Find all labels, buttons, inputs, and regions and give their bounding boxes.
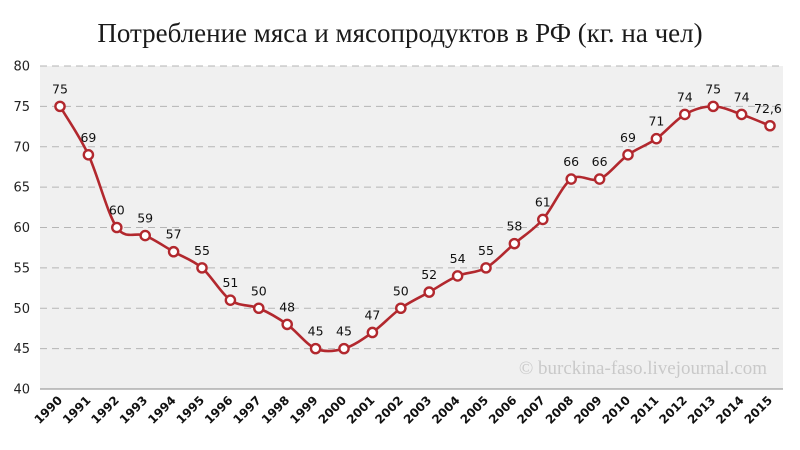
- data-point: [196, 262, 208, 274]
- data-label: 57: [166, 227, 182, 242]
- x-tick-label: 1997: [230, 393, 264, 427]
- x-tick-label: 2015: [742, 393, 776, 427]
- x-tick-label: 2000: [316, 393, 350, 427]
- y-tick-label: 60: [13, 221, 30, 236]
- x-tick-label: 2001: [344, 393, 378, 427]
- x-tick-label: 2005: [458, 393, 492, 427]
- x-tick-label: 1998: [259, 393, 293, 427]
- x-tick-label: 2009: [571, 393, 605, 427]
- watermark: © burckina-faso.livejournal.com: [519, 358, 767, 379]
- series: [54, 100, 776, 355]
- data-label: 47: [364, 307, 380, 322]
- x-tick-label: 1994: [145, 393, 179, 427]
- x-tick-label: 2004: [429, 393, 463, 427]
- data-point: [423, 286, 436, 298]
- x-tick-label: 2007: [514, 393, 548, 427]
- data-label: 71: [648, 114, 664, 129]
- data-point: [338, 342, 350, 355]
- data-point: [480, 262, 492, 274]
- data-label: 74: [677, 89, 693, 104]
- x-tick-label: 1992: [88, 393, 122, 427]
- y-tick-label: 75: [13, 100, 30, 115]
- data-label: 59: [137, 211, 153, 226]
- data-label: 52: [421, 267, 437, 282]
- data-label: 50: [393, 283, 409, 298]
- data-point: [281, 318, 294, 331]
- data-label: 61: [535, 194, 551, 209]
- data-point: [366, 326, 379, 339]
- y-tick-label: 45: [13, 342, 30, 357]
- x-tick-label: 2006: [486, 393, 520, 427]
- data-point: [593, 173, 606, 185]
- y-tick-label: 80: [13, 60, 30, 75]
- chart-title: Потребление мяса и мясопродуктов в РФ (к…: [97, 18, 703, 48]
- x-tick-label: 1996: [202, 393, 236, 427]
- data-point: [622, 149, 634, 161]
- data-point: [111, 221, 123, 234]
- gridlines: [40, 65, 783, 350]
- y-tick-label: 70: [13, 140, 30, 155]
- data-point: [82, 149, 95, 161]
- x-tick-label: 2014: [713, 393, 747, 427]
- data-label: 75: [52, 81, 68, 96]
- x-tick-label: 2013: [685, 393, 719, 427]
- data-point: [679, 108, 691, 121]
- x-tick-label: 2011: [628, 393, 662, 427]
- data-point: [252, 302, 265, 315]
- x-tick-label: 1993: [117, 393, 151, 427]
- data-point: [508, 237, 521, 250]
- data-label: 74: [734, 89, 750, 104]
- y-tick-label: 40: [13, 383, 30, 398]
- data-label: 45: [336, 324, 352, 339]
- data-label: 60: [109, 203, 125, 218]
- data-label: 50: [251, 283, 267, 298]
- data-labels: 75 69 60 59 57 55 51 50 48 45 45 47 50 52 54 55 58 61 66 66…: [52, 81, 782, 338]
- data-label: 51: [222, 275, 238, 290]
- x-tick-label: 2002: [372, 393, 406, 427]
- data-point: [224, 294, 237, 306]
- data-label: 48: [279, 299, 295, 314]
- data-label: 72,6: [754, 101, 782, 116]
- data-point: [451, 270, 464, 282]
- data-label: 55: [194, 243, 210, 258]
- data-point: [565, 173, 578, 185]
- data-label: 45: [308, 324, 324, 339]
- x-tick-label: 2010: [600, 393, 634, 427]
- x-tick-label: 1999: [287, 393, 321, 427]
- x-tick-label: 2012: [656, 393, 690, 427]
- data-label: 58: [506, 219, 522, 234]
- data-label: 55: [478, 243, 494, 258]
- data-label: 66: [592, 154, 608, 169]
- data-label: 66: [563, 154, 579, 169]
- y-tick-label: 65: [13, 181, 30, 196]
- data-point: [139, 229, 151, 242]
- x-tick-label: 1991: [60, 393, 94, 427]
- x-tick-label: 1990: [32, 393, 66, 427]
- data-label: 54: [450, 251, 466, 266]
- x-tick-label: 2008: [543, 393, 577, 427]
- x-tick-label: 2003: [401, 393, 435, 427]
- data-point: [537, 213, 549, 226]
- data-point: [735, 108, 748, 121]
- data-point: [309, 342, 322, 355]
- data-point: [707, 100, 720, 113]
- data-point: [54, 100, 66, 113]
- data-point: [394, 302, 407, 315]
- y-tick-label: 55: [13, 261, 30, 276]
- data-point: [167, 245, 180, 258]
- x-tick-label: 1995: [174, 393, 208, 427]
- data-point: [650, 132, 663, 145]
- data-label: 69: [620, 130, 636, 145]
- data-label: 75: [705, 81, 721, 96]
- data-label: 69: [80, 130, 96, 145]
- data-point: [764, 119, 776, 132]
- y-tick-label: 50: [13, 302, 30, 317]
